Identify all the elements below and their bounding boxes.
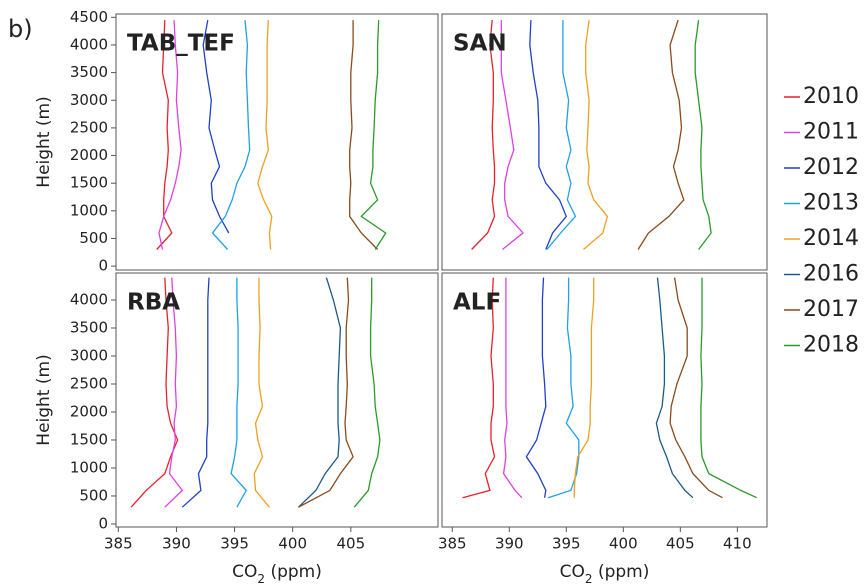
x-tick-label: 390 (162, 535, 191, 553)
profile-line (700, 277, 757, 499)
x-tick-label: 405 (666, 535, 695, 553)
y-tick-label: 500 (79, 486, 108, 504)
panel-label: b) (8, 15, 33, 43)
x-axis-label-part: 2 (585, 572, 593, 585)
profile-line (298, 277, 342, 508)
profile-line (353, 277, 381, 508)
profile-line (349, 20, 379, 250)
profile-line (181, 277, 210, 508)
profile-line (164, 277, 184, 508)
plot-frame (115, 272, 439, 528)
y-tick-label: 500 (79, 229, 108, 247)
x-tick-label: 395 (220, 535, 249, 553)
profile-line (546, 20, 577, 250)
profile-line (669, 277, 723, 499)
plot-frame (441, 13, 768, 271)
profile-line (211, 20, 251, 250)
profile-line (158, 20, 182, 250)
profile-line (130, 277, 179, 508)
legend-label: 2010 (803, 84, 859, 109)
profile-line (257, 20, 273, 250)
legend-label: 2011 (803, 120, 859, 145)
y-tick-label: 2000 (70, 146, 108, 164)
profile-line (637, 19, 685, 250)
profile-line (471, 20, 496, 250)
panel-title: TAB_TEF (127, 31, 235, 57)
profile-line (253, 277, 270, 508)
x-tick-label: 410 (723, 535, 752, 553)
x-tick-label: 400 (278, 535, 307, 553)
y-tick-label: 2000 (70, 402, 108, 420)
profile-line (156, 20, 173, 250)
profile-line (230, 277, 247, 508)
y-tick-label: 1000 (70, 458, 108, 476)
y-axis-label: Height (m) (34, 96, 54, 187)
y-tick-label: 3000 (70, 91, 108, 109)
y-tick-label: 2500 (70, 118, 108, 136)
profile-line (462, 277, 496, 499)
panel-title: ALF (453, 290, 501, 316)
x-axis-label-part: 2 (257, 572, 265, 585)
profile-line (202, 19, 230, 234)
plot-frame (115, 13, 439, 271)
legend-label: 2017 (803, 297, 859, 322)
profile-line (360, 20, 387, 250)
x-axis-label-part: (ppm) (593, 562, 650, 582)
x-tick-label: 385 (104, 535, 133, 553)
plot-frame (441, 272, 768, 528)
x-tick-label: 405 (336, 535, 365, 553)
legend-label: 2016 (803, 262, 859, 287)
profile-line (547, 277, 580, 499)
profile-line (582, 20, 609, 250)
x-axis-label-part: CO (232, 562, 257, 582)
x-tick-label: 400 (609, 535, 638, 553)
y-tick-label: 4000 (70, 35, 108, 53)
profile-line (573, 277, 595, 498)
profile-line (502, 277, 523, 499)
profile-line (525, 277, 547, 498)
legend-label: 2018 (803, 333, 859, 358)
y-tick-label: 4500 (70, 8, 108, 26)
y-tick-label: 3000 (70, 346, 108, 364)
x-tick-label: 385 (438, 535, 467, 553)
x-tick-label: 395 (552, 535, 581, 553)
panel-title: SAN (453, 31, 507, 57)
legend-label: 2014 (803, 226, 859, 251)
y-tick-label: 3500 (70, 318, 108, 336)
x-axis-label: CO2 (ppm) (232, 562, 322, 585)
y-tick-label: 3500 (70, 63, 108, 81)
profile-line (655, 277, 694, 499)
x-axis-label-part: (ppm) (265, 562, 322, 582)
profile-line (298, 277, 354, 508)
y-tick-label: 0 (98, 514, 108, 532)
profile-line (694, 20, 712, 250)
legend-label: 2012 (803, 155, 859, 180)
x-axis-label-part: CO (560, 562, 585, 582)
panel-title: RBA (127, 290, 180, 316)
y-tick-label: 0 (98, 257, 108, 275)
y-tick-label: 4000 (70, 290, 108, 308)
y-axis-label: Height (m) (34, 354, 54, 445)
y-tick-label: 1500 (70, 430, 108, 448)
y-tick-label: 1000 (70, 201, 108, 219)
x-axis-label: CO2 (ppm) (560, 562, 650, 585)
y-tick-label: 1500 (70, 174, 108, 192)
profile-line (529, 20, 568, 250)
y-tick-label: 2500 (70, 374, 108, 392)
legend-label: 2013 (803, 191, 859, 216)
profile-line (500, 20, 524, 251)
x-tick-label: 390 (495, 535, 524, 553)
